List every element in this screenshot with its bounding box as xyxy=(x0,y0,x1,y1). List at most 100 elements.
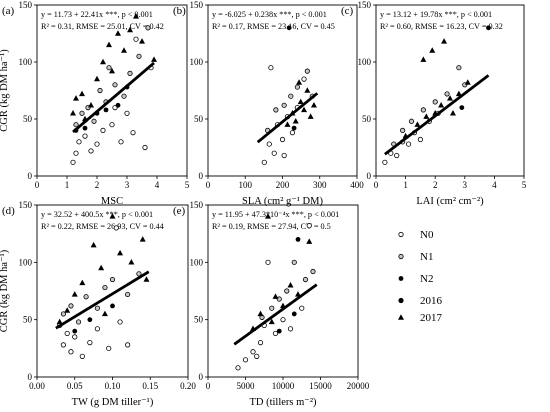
x-tick-label: 400 xyxy=(350,180,364,190)
data-point xyxy=(242,357,249,363)
data-point xyxy=(82,125,88,131)
y-tick-label: 50 xyxy=(362,114,372,124)
data-point xyxy=(151,56,157,62)
x-tick-label: 4 xyxy=(492,180,497,190)
data-point xyxy=(139,38,145,44)
data-point xyxy=(291,311,297,317)
data-point xyxy=(133,13,139,19)
data-point xyxy=(87,339,93,346)
y-tick-label: 100 xyxy=(19,257,33,267)
data-point xyxy=(420,56,427,62)
x-tick-label: 0.00 xyxy=(29,381,45,391)
data-point xyxy=(106,345,112,351)
y-axis-label: CGR (kg DM ha⁻¹) xyxy=(0,49,10,132)
regression-equation: y = -6.025 + 0.238x ***, p < 0.001 xyxy=(212,10,327,19)
data-point xyxy=(287,326,294,332)
y-tick-label: 100 xyxy=(190,257,204,267)
regression-equation: y = 11.95 + 47.3*10⁻⁴x ***, p < 0.001 xyxy=(212,210,339,219)
data-point xyxy=(118,139,124,145)
legend-marker-N0 xyxy=(398,231,404,238)
data-point xyxy=(306,238,313,244)
data-point xyxy=(284,288,290,294)
data-point xyxy=(127,70,133,77)
y-tick-label: 100 xyxy=(358,57,372,67)
y-tick-label: 50 xyxy=(23,114,33,124)
panel-e: (e) y = 11.95 + 47.3*10⁻⁴x ***, p < 0.001… xyxy=(173,200,370,408)
data-point xyxy=(261,159,267,165)
data-point xyxy=(145,25,151,31)
regression-stats: R² = 0.60, RMSE = 16.23, CV = 0.32 xyxy=(380,22,503,31)
data-point xyxy=(71,291,78,297)
data-point xyxy=(64,330,70,337)
data-point xyxy=(405,141,412,147)
panel-c: (c) y = 13.12 + 19.78x ***, p < 0.001 R² =… xyxy=(341,0,527,207)
data-point xyxy=(90,241,97,248)
regression-stats: R² = 0.31, RMSE = 25.01, CV = 0.42 xyxy=(41,22,164,31)
data-point xyxy=(414,121,421,127)
data-point xyxy=(257,310,264,317)
data-point xyxy=(125,342,131,348)
regression-line xyxy=(384,74,490,156)
data-point xyxy=(441,38,448,44)
data-point xyxy=(113,225,119,231)
x-axis-label: LAI (cm² cm⁻²) xyxy=(416,196,484,207)
data-point xyxy=(117,319,123,325)
data-point xyxy=(109,276,116,283)
data-point xyxy=(94,75,100,82)
data-point xyxy=(250,349,256,355)
data-point xyxy=(281,102,287,108)
x-tick-label: 2 xyxy=(433,180,438,190)
data-point xyxy=(294,84,300,90)
data-point xyxy=(91,118,97,124)
data-point xyxy=(94,305,101,311)
data-point xyxy=(102,284,108,291)
legend-marker-2016 xyxy=(398,297,404,304)
regression-stats: R² = 0.19, RMSE = 27.94, CV = 0.5 xyxy=(212,222,331,231)
data-point xyxy=(271,150,277,156)
data-point xyxy=(276,296,282,302)
data-point xyxy=(310,268,316,275)
panel-label: (b) xyxy=(173,5,186,17)
y-tick-label: 150 xyxy=(190,0,204,10)
y-tick-label: 0 xyxy=(199,171,204,181)
y-tick-label: 150 xyxy=(19,200,33,210)
y-tick-label: 50 xyxy=(194,315,204,325)
data-point xyxy=(136,271,142,277)
data-point xyxy=(110,303,115,309)
x-tick-label: 0 xyxy=(206,180,211,190)
data-point xyxy=(301,106,308,113)
x-tick-label: 0 xyxy=(374,180,379,190)
x-tick-label: 20000 xyxy=(347,381,370,391)
data-point xyxy=(121,47,127,53)
panel-a: (a) y = 11.73 + 22.41x ***, p < 0.001 R² =… xyxy=(0,0,190,207)
data-point xyxy=(127,26,133,33)
x-tick-label: 0.20 xyxy=(180,381,196,391)
data-point xyxy=(394,152,400,159)
data-point xyxy=(455,90,462,97)
legend-label: 2017 xyxy=(420,312,443,324)
data-point xyxy=(382,159,388,165)
data-point xyxy=(291,259,297,265)
data-point xyxy=(60,311,67,317)
y-tick-label: 0 xyxy=(28,372,33,382)
data-point xyxy=(139,236,146,242)
regression-equation: y = 32.52 + 400.5x ***, p < 0.001 xyxy=(41,210,153,219)
data-point xyxy=(109,122,115,128)
panel-label: (c) xyxy=(341,5,354,17)
data-point xyxy=(83,294,89,300)
data-point xyxy=(296,79,303,85)
x-tick-label: 0 xyxy=(206,381,211,391)
x-axis-label: TD (tillers m⁻²) xyxy=(249,397,317,408)
data-point xyxy=(286,25,292,31)
data-point xyxy=(100,127,106,133)
data-point xyxy=(76,139,82,145)
x-tick-label: 200 xyxy=(276,180,290,190)
data-point xyxy=(73,122,79,128)
data-point xyxy=(136,53,142,59)
panel-b: (b) y = -6.025 + 0.238x ***, p < 0.001 R² … xyxy=(173,0,364,207)
data-point xyxy=(72,328,78,334)
data-point xyxy=(56,318,63,325)
data-point xyxy=(432,99,438,105)
data-point xyxy=(420,107,426,113)
